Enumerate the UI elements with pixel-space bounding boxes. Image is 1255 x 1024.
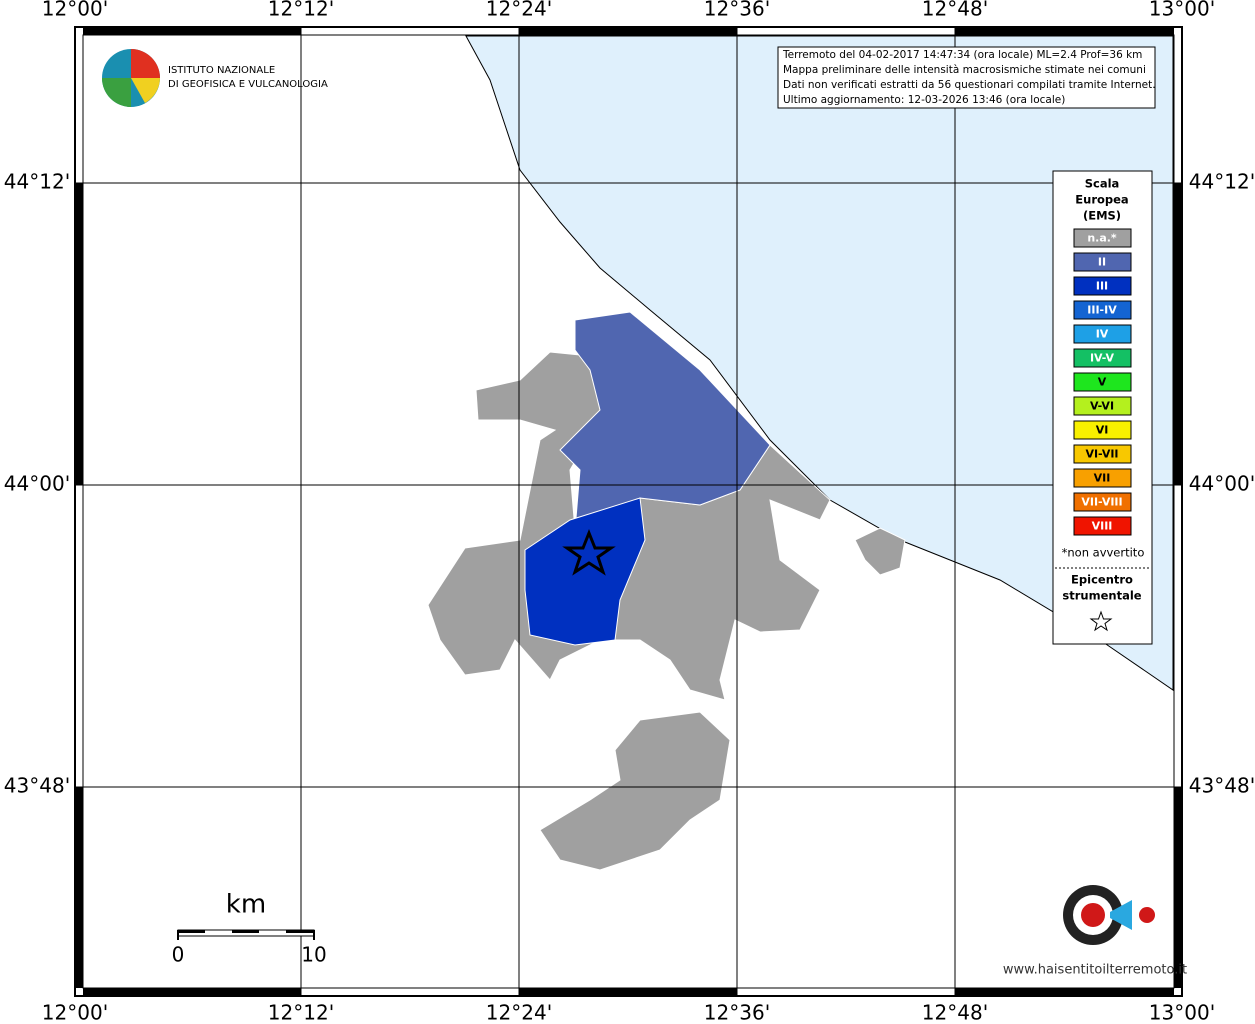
epicenter <box>562 528 616 576</box>
lon-label: 12°48' <box>922 1001 988 1024</box>
lon-label: 12°00' <box>42 1001 108 1024</box>
legend-title: Europea <box>1075 193 1128 207</box>
lat-label: 44°00' <box>4 472 70 496</box>
legend-swatch <box>1073 300 1132 320</box>
region <box>854 527 906 576</box>
info-line: Mappa preliminare delle intensità macros… <box>783 64 1146 76</box>
scale-label: 10 <box>301 943 326 967</box>
legend-swatch <box>1073 348 1132 368</box>
legend-epicenter: strumentale <box>1062 589 1141 603</box>
legend-star <box>1089 610 1113 632</box>
info-line: Ultimo aggiornamento: 12-03-2026 13:46 (… <box>783 94 1065 106</box>
legend-title: Scala <box>1085 177 1120 191</box>
legend-label: IV <box>1096 328 1109 341</box>
info-line: Terremoto del 04-02-2017 14:47:34 (ora l… <box>782 49 1142 61</box>
lon-label: 12°36' <box>704 1001 770 1024</box>
legend-label: V-VI <box>1090 400 1114 413</box>
legend-swatch <box>1073 516 1132 536</box>
legend-note: *non avvertito <box>1062 546 1145 560</box>
region <box>524 497 646 646</box>
legend-title: (EMS) <box>1083 209 1121 223</box>
legend-swatch <box>1073 420 1132 440</box>
lon-label: 12°12' <box>268 1001 334 1024</box>
lon-label: 12°24' <box>486 1001 552 1024</box>
lon-label: 12°48' <box>922 0 988 21</box>
legend-swatch <box>1073 324 1132 344</box>
legend-label: II <box>1098 256 1106 269</box>
legend-swatch <box>1073 492 1132 512</box>
region <box>539 711 731 871</box>
legend-swatch <box>1073 396 1132 416</box>
hsit-url: www.haisentitoilterremoto.it <box>1003 963 1187 978</box>
lat-label: 44°12' <box>4 170 70 194</box>
legend-label: IV-V <box>1090 352 1115 365</box>
lat-label: 44°12' <box>1189 170 1255 194</box>
legend-label: III <box>1096 280 1108 293</box>
lat-label: 44°00' <box>1189 472 1255 496</box>
scale-bar <box>177 929 315 940</box>
lon-label: 13°00' <box>1149 0 1215 21</box>
legend-swatch <box>1073 372 1132 392</box>
scale-label: 0 <box>172 943 185 967</box>
scale-unit: km <box>226 890 266 920</box>
lat-label: 43°48' <box>4 774 70 798</box>
legend-label: V <box>1098 376 1107 389</box>
legend-label: VII <box>1094 472 1111 485</box>
legend-swatch <box>1073 276 1132 296</box>
legend-label: VI <box>1096 424 1109 437</box>
lon-label: 12°00' <box>42 0 108 21</box>
lon-label: 12°36' <box>704 0 770 21</box>
legend-label: VIII <box>1092 520 1113 533</box>
legend-label: VII-VIII <box>1081 496 1122 509</box>
legend-label: III-IV <box>1087 304 1117 317</box>
frame <box>74 26 1183 997</box>
legend-swatch <box>1073 252 1132 272</box>
graticule <box>75 27 1182 996</box>
ingv-name: DI GEOFISICA E VULCANOLOGIA <box>168 79 328 90</box>
ingv-logo <box>102 49 160 107</box>
legend-epicenter: Epicentro <box>1071 573 1133 587</box>
lon-label: 13°00' <box>1149 1001 1215 1024</box>
legend-swatch <box>1073 468 1132 488</box>
legend-swatch <box>1073 444 1132 464</box>
sea <box>465 35 1174 691</box>
info-box <box>777 46 1156 109</box>
legend-label: VI-VII <box>1085 448 1118 461</box>
lon-label: 12°24' <box>486 0 552 21</box>
lon-label: 12°12' <box>268 0 334 21</box>
lat-label: 43°48' <box>1189 774 1255 798</box>
hsit-logo <box>1063 885 1155 945</box>
ingv-name: ISTITUTO NAZIONALE <box>168 65 275 76</box>
legend-label: n.a.* <box>1087 232 1117 245</box>
legend-swatch <box>1073 228 1132 248</box>
info-line: Dati non verificati estratti da 56 quest… <box>783 79 1156 91</box>
